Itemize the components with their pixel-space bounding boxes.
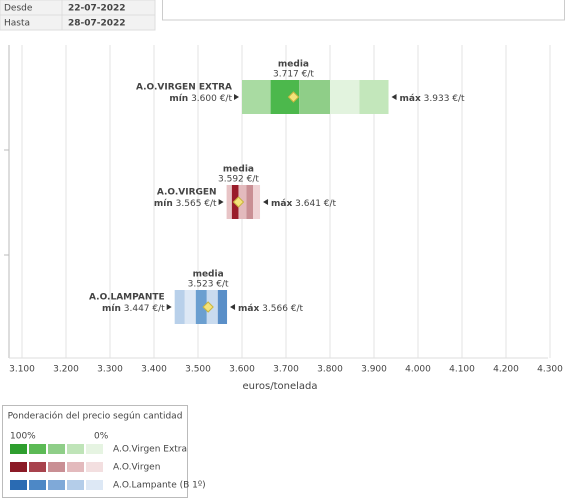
min-text: mín: [102, 304, 121, 314]
legend-swatch: [67, 480, 84, 490]
media-label: 3.717 €/t: [273, 70, 314, 80]
legend-swatch: [86, 462, 103, 472]
arrow: [391, 94, 397, 100]
arrow: [218, 199, 224, 205]
series-name: A.O.VIRGEN: [157, 188, 217, 198]
legend-swatch: [48, 444, 65, 454]
media-label: 3.592 €/t: [218, 175, 259, 185]
min-label: mín 3.600 €/t: [169, 94, 232, 104]
x-tick-label: 4.300: [537, 365, 563, 375]
max-text: máx: [400, 94, 421, 104]
media-marker: [202, 301, 214, 313]
range-segment: [195, 290, 207, 324]
legend-swatch: [29, 444, 46, 454]
table-cell: 22-07-2022: [68, 4, 126, 14]
legend-label: A.O.Virgen Extra: [113, 445, 187, 455]
min-text: mín: [169, 94, 188, 104]
min-value: 3.565 €/t: [176, 199, 217, 209]
media-text: media: [223, 165, 254, 175]
range-segment: [174, 290, 185, 324]
legend-swatch: [48, 480, 65, 490]
range-segment: [253, 185, 261, 219]
range-segment: [359, 80, 389, 114]
legend-swatch: [86, 480, 103, 490]
legend-swatch: [67, 462, 84, 472]
x-tick-label: 3.600: [229, 365, 255, 375]
x-tick-label: 3.300: [97, 365, 123, 375]
min-text: mín: [154, 199, 173, 209]
legend-title: Ponderación del precio según cantidad: [8, 411, 183, 422]
x-tick-label: 3.500: [185, 365, 211, 375]
legend-swatch: [48, 462, 65, 472]
range-segment: [242, 80, 271, 114]
arrow: [230, 304, 236, 310]
arrow: [166, 304, 172, 310]
range-segment: [330, 80, 360, 114]
x-tick-label: 4.200: [493, 365, 519, 375]
panel: [162, 0, 565, 21]
legend-swatch: [29, 462, 46, 472]
min-label: mín 3.447 €/t: [102, 304, 165, 314]
legend-swatch: [10, 480, 27, 490]
max-value: 3.566 €/t: [262, 304, 303, 314]
legend-swatch: [10, 462, 27, 472]
min-value: 3.600 €/t: [191, 94, 232, 104]
range-segment: [217, 290, 228, 324]
x-tick-label: 3.100: [9, 365, 35, 375]
series-name: A.O.LAMPANTE: [89, 293, 165, 303]
legend-min-label: 0%: [94, 432, 109, 442]
x-tick-label: 3.400: [141, 365, 167, 375]
max-label: máx 3.641 €/t: [271, 199, 337, 209]
legend-swatch: [10, 444, 27, 454]
legend-label: A.O.Virgen: [113, 463, 160, 473]
media-marker: [232, 196, 245, 208]
x-tick-label: 4.100: [449, 365, 475, 375]
table-cell: 28-07-2022: [68, 19, 126, 29]
legend-label: A.O.Lampante (B 1º): [113, 481, 206, 491]
x-tick-label: 3.800: [317, 365, 343, 375]
max-label: máx 3.933 €/t: [400, 94, 466, 104]
table-cell: Desde: [4, 4, 33, 14]
range-segment: [246, 185, 253, 219]
min-label: mín 3.565 €/t: [154, 199, 217, 209]
media-text: media: [278, 60, 309, 70]
range-segment: [184, 290, 196, 324]
legend-swatch: [86, 444, 103, 454]
media-marker: [287, 91, 300, 103]
max-text: máx: [238, 304, 259, 314]
table-cell: Hasta: [4, 19, 30, 29]
x-axis-label: euros/tonelada: [243, 381, 318, 392]
range-segment: [299, 80, 330, 114]
series-name: A.O.VIRGEN EXTRA: [136, 83, 232, 93]
max-text: máx: [271, 199, 292, 209]
x-tick-label: 3.700: [273, 365, 299, 375]
legend-swatch: [67, 444, 84, 454]
x-tick-label: 4.000: [405, 365, 431, 375]
range-segment: [226, 185, 232, 219]
arrow: [263, 199, 269, 205]
x-tick-label: 3.900: [361, 365, 387, 375]
max-label: máx 3.566 €/t: [238, 304, 304, 314]
legend-max-label: 100%: [10, 432, 36, 442]
media-text: media: [193, 270, 224, 280]
max-value: 3.641 €/t: [295, 199, 336, 209]
min-value: 3.447 €/t: [124, 304, 165, 314]
max-value: 3.933 €/t: [424, 94, 465, 104]
media-label: 3.523 €/t: [188, 280, 229, 290]
arrow: [234, 94, 239, 100]
x-tick-label: 3.200: [53, 365, 79, 375]
legend-swatch: [29, 480, 46, 490]
